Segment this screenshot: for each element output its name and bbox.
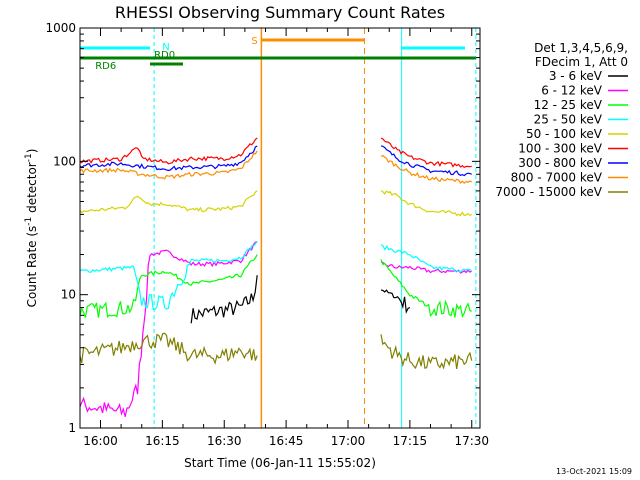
series-6-segment-1 <box>79 137 258 165</box>
series-5-segment-1 <box>79 190 258 214</box>
series-9-segment-2 <box>380 334 473 370</box>
series-9-segment-1 <box>79 332 258 365</box>
series-3-segment-1 <box>79 254 258 319</box>
series-5-segment-2 <box>380 190 472 217</box>
y-tick-label-1: 1 <box>68 421 76 435</box>
plot-frame <box>79 27 481 429</box>
flag-label-rd0: RD0 <box>154 50 175 61</box>
series-2-segment-1 <box>79 241 258 417</box>
y-axis: 1 10 100 1000 <box>45 21 480 435</box>
footer-date: 13-Oct-2021 15:09 <box>556 467 632 476</box>
series-7-segment-2 <box>380 145 472 177</box>
flag-label-rd6: RD6 <box>95 61 116 72</box>
flag-label-s: S <box>251 36 257 47</box>
legend-label-5: 50 - 100 keV <box>526 127 603 141</box>
x-tick-label-1730: 17:30 <box>454 434 489 448</box>
legend-label-2: 6 - 12 keV <box>541 84 603 98</box>
series-7-segment-1 <box>79 145 258 172</box>
chart-title: RHESSI Observing Summary Count Rates <box>115 3 445 22</box>
legend-label-8: 800 - 7000 keV <box>511 171 603 185</box>
series-4-segment-1 <box>79 241 258 311</box>
y-axis-label: Count Rate (s-1 detector-1) <box>24 149 39 308</box>
y-axis-label-mid: detector <box>25 162 39 217</box>
legend-label-4: 25 - 50 keV <box>534 113 603 127</box>
y-axis-label-sup: -1 <box>24 217 34 226</box>
series-8-segment-1 <box>79 150 258 180</box>
legend-label-9: 7000 - 15000 keV <box>495 185 602 199</box>
series-4-segment-2 <box>380 244 473 273</box>
y-axis-label-main: Count Rate (s <box>25 226 39 308</box>
legend-header-2: FDecim 1, Att 0 <box>535 55 628 69</box>
legend-label-3: 12 - 25 keV <box>534 98 603 112</box>
flag-label-n: N <box>162 42 169 53</box>
series-6-segment-2 <box>380 137 472 168</box>
x-tick-label-1630: 16:30 <box>207 434 242 448</box>
series-8-segment-2 <box>380 154 472 185</box>
x-tick-label-1600: 16:00 <box>83 434 118 448</box>
legend: Det 1,3,4,5,6,9, FDecim 1, Att 0 3 - 6 k… <box>495 41 628 199</box>
legend-label-1: 3 - 6 keV <box>549 69 603 83</box>
y-tick-label-10: 10 <box>61 288 76 302</box>
series-1-segment-1 <box>190 275 258 324</box>
x-tick-label-1615: 16:15 <box>145 434 180 448</box>
x-tick-label-1715: 17:15 <box>393 434 428 448</box>
x-axis-label: Start Time (06-Jan-11 15:55:02) <box>184 456 376 470</box>
y-axis-label-sup2: -1 <box>24 153 34 162</box>
series-1-segment-2 <box>380 289 411 314</box>
y-tick-label-100: 100 <box>53 154 76 168</box>
legend-label-6: 100 - 300 keV <box>518 142 602 156</box>
x-axis: 16:00 16:15 16:30 16:45 17:00 17:15 17:30 <box>83 28 489 448</box>
legend-label-7: 300 - 800 keV <box>518 156 602 170</box>
x-tick-label-1700: 17:00 <box>331 434 366 448</box>
y-axis-label-close: ) <box>25 149 39 154</box>
series-3-segment-2 <box>380 259 472 319</box>
x-tick-label-1645: 16:45 <box>269 434 304 448</box>
legend-header-1: Det 1,3,4,5,6,9, <box>534 41 628 55</box>
y-tick-label-1000: 1000 <box>45 21 76 35</box>
